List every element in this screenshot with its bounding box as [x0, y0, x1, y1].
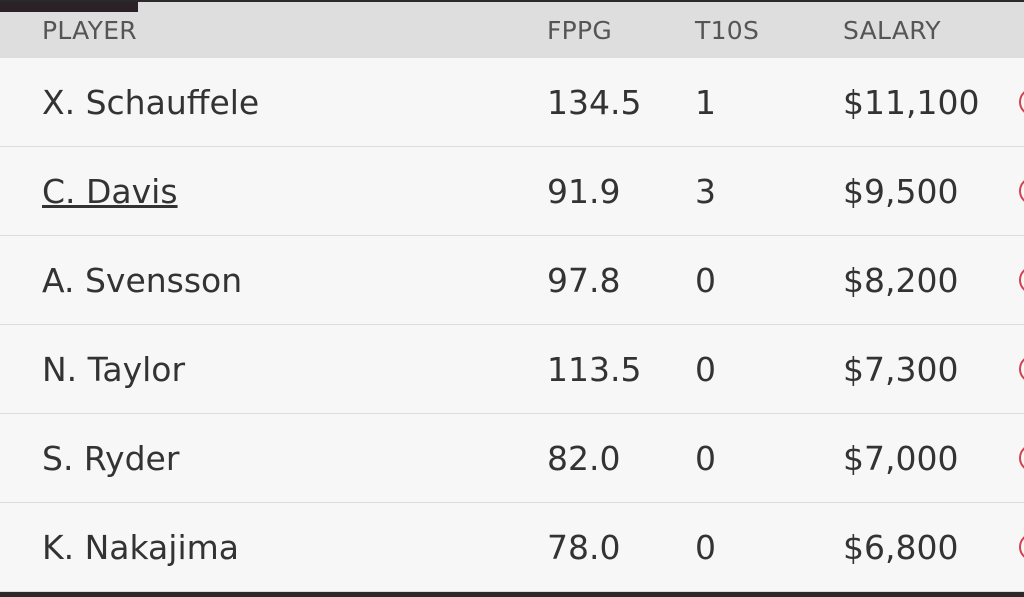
table-row[interactable]: C. Davis 91.9 3 $9,500	[0, 147, 1024, 236]
salary: $7,000	[843, 439, 959, 478]
add-button[interactable]	[1019, 444, 1024, 472]
table-row[interactable]: X. Schauffele 134.5 1 $11,100	[0, 58, 1024, 147]
player-name[interactable]: K. Nakajima	[42, 528, 239, 567]
t10s: 0	[695, 261, 716, 300]
salary: $8,200	[843, 261, 959, 300]
salary: $11,100	[843, 83, 980, 122]
player-name[interactable]: S. Ryder	[42, 439, 180, 478]
fppg-header[interactable]: FPPG	[547, 16, 613, 45]
salary: $6,800	[843, 528, 959, 567]
t10s: 0	[695, 439, 716, 478]
t10s: 0	[695, 528, 716, 567]
t10s: 3	[695, 172, 716, 211]
player-name[interactable]: A. Svensson	[42, 261, 243, 300]
fppg: 82.0	[547, 439, 621, 478]
salary: $7,300	[843, 350, 959, 389]
fppg: 134.5	[547, 83, 642, 122]
add-button[interactable]	[1019, 355, 1024, 383]
table-row[interactable]: K. Nakajima 78.0 0 $6,800	[0, 503, 1024, 592]
add-button[interactable]	[1019, 88, 1024, 116]
add-button[interactable]	[1019, 533, 1024, 561]
add-button[interactable]	[1019, 266, 1024, 294]
table-header: PLAYER FPPG T10S SALARY	[0, 2, 1024, 58]
player-header[interactable]: PLAYER	[42, 16, 137, 45]
top-tab	[0, 2, 138, 12]
fppg: 78.0	[547, 528, 621, 567]
player-name[interactable]: X. Schauffele	[42, 83, 260, 122]
table-row[interactable]: N. Taylor 113.5 0 $7,300	[0, 325, 1024, 414]
salary-header[interactable]: SALARY	[843, 16, 941, 45]
t10s-header[interactable]: T10S	[695, 16, 760, 45]
player-name[interactable]: N. Taylor	[42, 350, 186, 389]
player-name[interactable]: C. Davis	[42, 172, 178, 211]
fppg: 113.5	[547, 350, 642, 389]
salary: $9,500	[843, 172, 959, 211]
fppg: 91.9	[547, 172, 621, 211]
add-button[interactable]	[1019, 177, 1024, 205]
table-row[interactable]: A. Svensson 97.8 0 $8,200	[0, 236, 1024, 325]
fppg: 97.8	[547, 261, 621, 300]
t10s: 1	[695, 83, 716, 122]
table-row[interactable]: S. Ryder 82.0 0 $7,000	[0, 414, 1024, 503]
t10s: 0	[695, 350, 716, 389]
